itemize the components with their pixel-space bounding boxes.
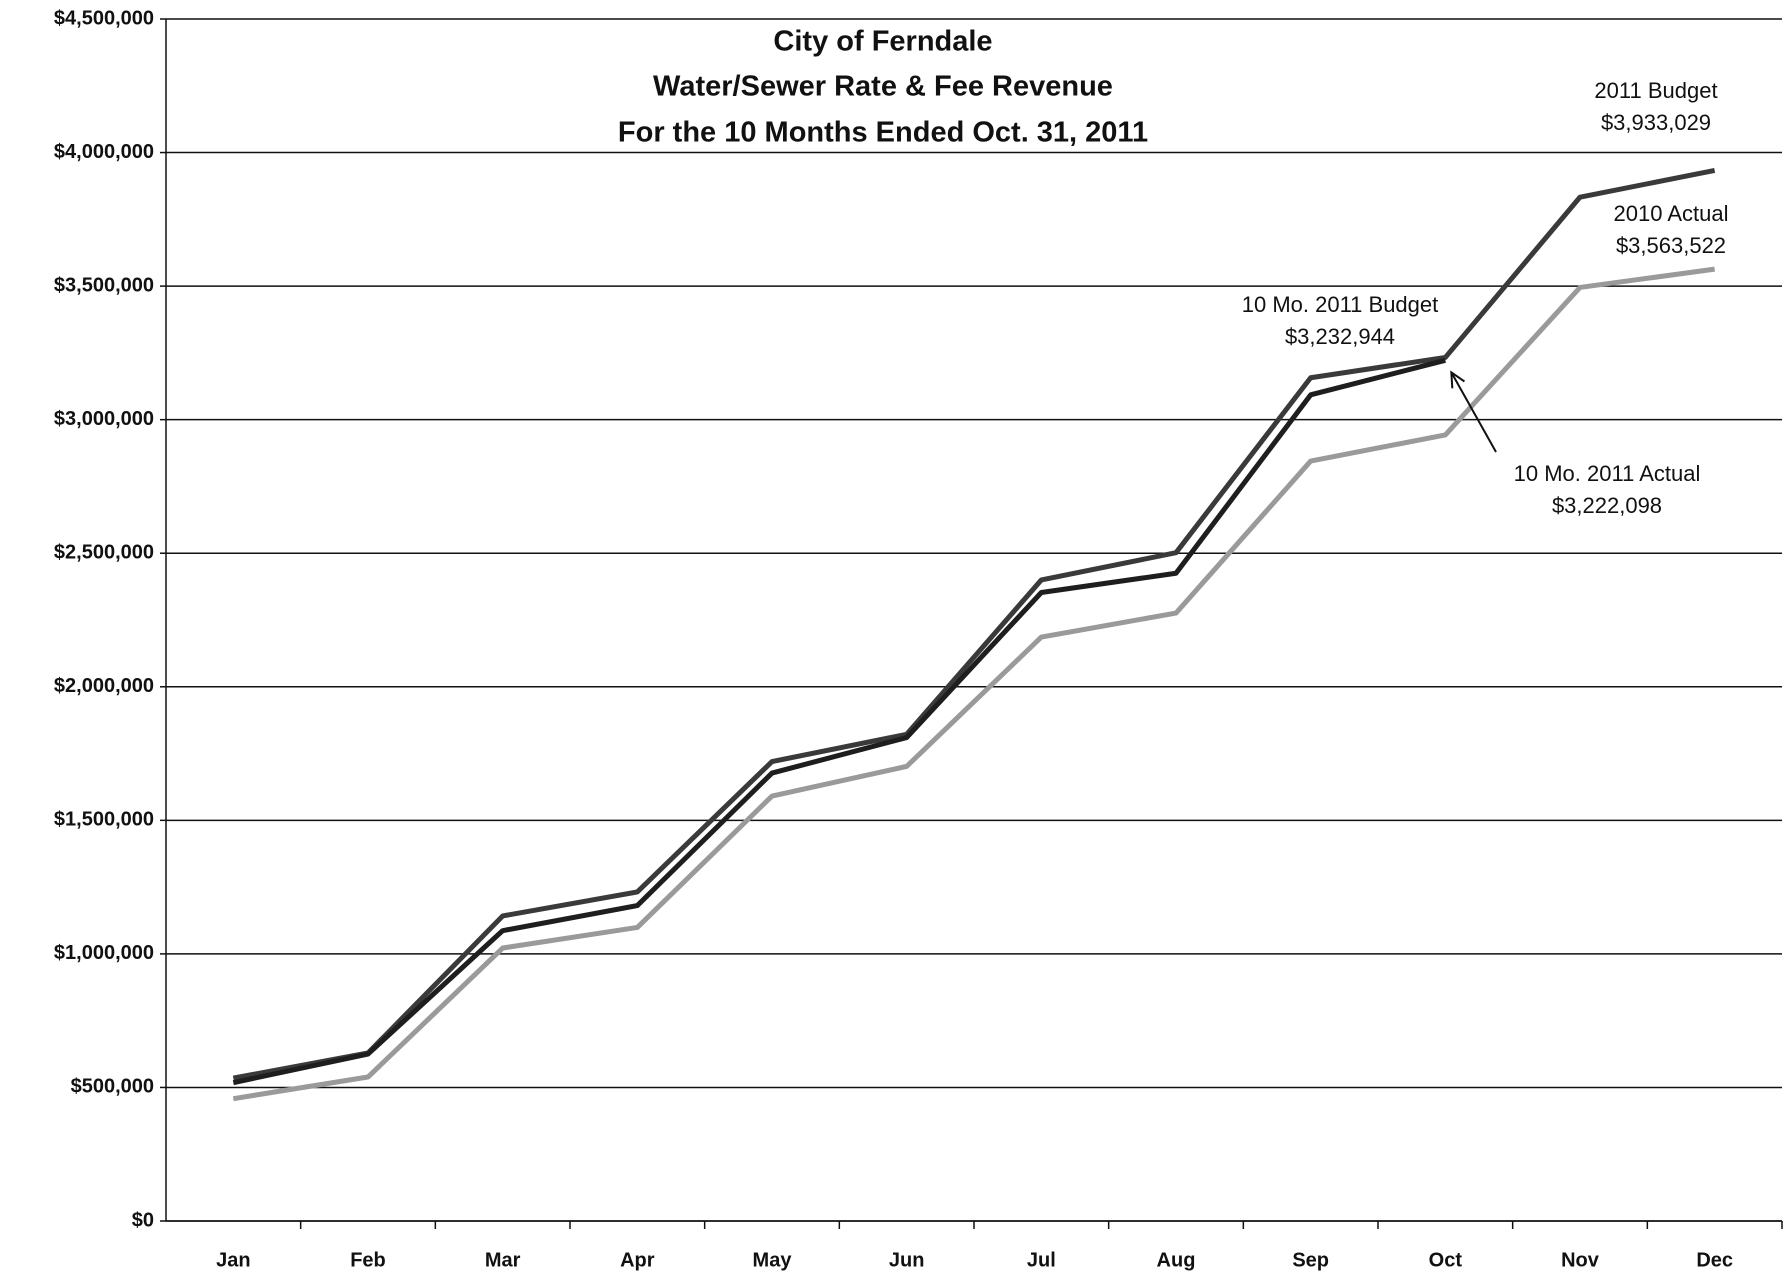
annotation-value: $3,933,029 — [1601, 110, 1711, 135]
y-tick-label: $1,500,000 — [54, 809, 154, 831]
x-tick-label: Mar — [485, 1249, 521, 1271]
annotation: 10 Mo. 2011 Actual — [1514, 461, 1701, 486]
chart-title: Water/Sewer Rate & Fee Revenue — [653, 71, 1113, 103]
annotation-value: $3,222,098 — [1552, 493, 1662, 518]
x-tick-label: Apr — [620, 1249, 655, 1271]
annotation-value: $3,563,522 — [1616, 233, 1726, 258]
annotation-value: $3,232,944 — [1285, 324, 1395, 349]
chart-title: For the 10 Months Ended Oct. 31, 2011 — [618, 117, 1148, 149]
y-tick-label: $2,500,000 — [54, 542, 154, 564]
chart-title: City of Ferndale — [773, 26, 992, 58]
annotation: 10 Mo. 2011 Budget — [1242, 292, 1439, 317]
y-tick-label: $4,500,000 — [54, 7, 154, 29]
x-tick-label: May — [753, 1249, 793, 1271]
y-tick-label: $4,000,000 — [54, 141, 154, 163]
y-tick-label: $500,000 — [71, 1076, 154, 1098]
y-tick-label: $3,000,000 — [54, 408, 154, 430]
annotation: 2011 Budget — [1594, 78, 1717, 103]
y-tick-label: $3,500,000 — [54, 274, 154, 296]
annotation: 2010 Actual — [1614, 201, 1729, 226]
x-tick-label: Oct — [1429, 1249, 1463, 1271]
y-tick-label: $0 — [132, 1209, 154, 1231]
x-tick-label: Jul — [1027, 1249, 1056, 1271]
series-line — [232, 167, 1716, 1081]
x-tick-label: Sep — [1292, 1249, 1329, 1271]
annotation-arrow — [1450, 371, 1497, 453]
x-tick-label: Jun — [889, 1249, 925, 1271]
x-tick-label: Jan — [216, 1249, 250, 1271]
x-tick-label: Feb — [350, 1249, 386, 1271]
series-line — [232, 357, 1446, 1086]
x-tick-label: Nov — [1561, 1249, 1600, 1271]
x-tick-label: Aug — [1157, 1249, 1196, 1271]
series-line — [232, 266, 1716, 1102]
y-tick-label: $1,000,000 — [54, 942, 154, 964]
y-tick-label: $2,000,000 — [54, 675, 154, 697]
x-tick-label: Dec — [1696, 1249, 1733, 1271]
arrow-head — [1450, 370, 1466, 389]
